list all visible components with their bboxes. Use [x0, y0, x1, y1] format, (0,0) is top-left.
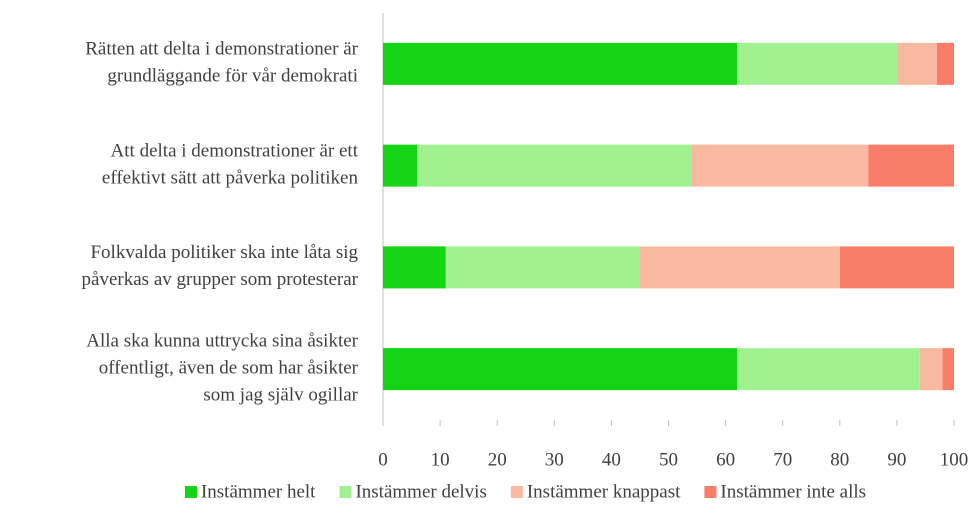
- bar-segment: [737, 42, 897, 85]
- bar-segment: [383, 144, 418, 187]
- bar-segment: [868, 144, 954, 187]
- legend-swatch: [704, 486, 717, 498]
- bar-segment: [936, 42, 954, 85]
- y-tick-label: grundläggande för vår demokrati: [107, 66, 358, 87]
- y-tick-label: Alla ska kunna uttrycka sina åsikter: [86, 330, 358, 351]
- legend-swatch: [510, 486, 523, 498]
- bar-segment: [691, 144, 869, 187]
- bar-segment: [942, 348, 954, 391]
- x-tick-label: 20: [488, 449, 507, 470]
- bar-segment: [417, 144, 692, 187]
- x-tick-label: 60: [716, 449, 735, 470]
- legend-label: Instämmer helt: [201, 481, 316, 502]
- legend-label: Instämmer delvis: [355, 481, 486, 502]
- bar-segment: [737, 348, 920, 391]
- legend-swatch: [184, 486, 197, 498]
- bar-segment: [383, 246, 446, 289]
- bar-segment: [839, 246, 954, 289]
- bar-segment: [896, 42, 937, 85]
- legend-swatch: [339, 486, 352, 498]
- legend-label: Instämmer inte alls: [720, 481, 866, 502]
- bar-segment: [639, 246, 840, 289]
- bar-segment: [383, 348, 738, 391]
- x-tick-label: 90: [887, 449, 906, 470]
- legend-label: Instämmer knappast: [527, 481, 681, 502]
- y-tick-label: effektivt sätt att påverka politiken: [102, 167, 359, 188]
- bar-segment: [919, 348, 943, 391]
- y-tick-label: offentligt, även de som har åsikter: [99, 357, 359, 378]
- bar-segment: [445, 246, 640, 289]
- y-tick-label: Att delta i demonstrationer är ett: [111, 140, 359, 161]
- bar-segment: [383, 42, 738, 85]
- y-tick-label: Folkvalda politiker ska inte låta sig: [90, 242, 358, 263]
- y-tick-label: som jag själv ogillar: [203, 384, 358, 405]
- y-tick-label: Rätten att delta i demonstrationer är: [85, 39, 358, 60]
- x-tick-label: 70: [773, 449, 792, 470]
- x-tick-label: 100: [940, 449, 969, 470]
- x-tick-label: 40: [602, 449, 621, 470]
- y-tick-label: påverkas av grupper som protesterar: [82, 269, 359, 290]
- x-tick-label: 80: [830, 449, 849, 470]
- x-tick-label: 50: [659, 449, 678, 470]
- x-tick-label: 0: [378, 449, 388, 470]
- x-tick-label: 30: [545, 449, 564, 470]
- x-tick-label: 10: [431, 449, 450, 470]
